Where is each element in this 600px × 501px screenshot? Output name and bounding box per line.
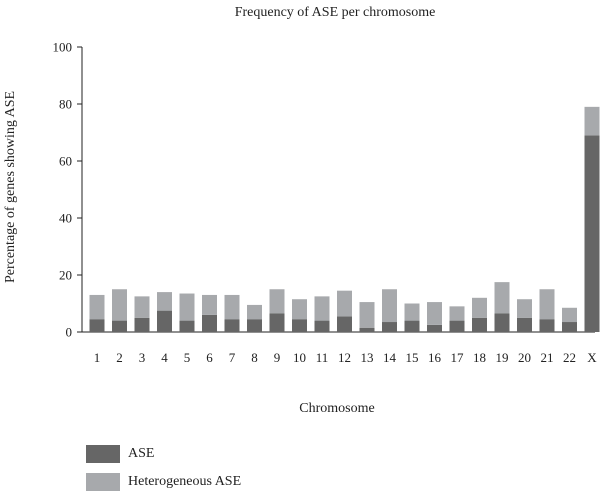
bar-heterogeneous-ase-5 xyxy=(179,293,195,321)
legend-item-heterogeneous-ase: Heterogeneous ASE xyxy=(86,473,241,491)
x-tick-label-22: 22 xyxy=(563,350,576,365)
x-tick-label-10: 10 xyxy=(293,350,306,365)
bar-heterogeneous-ase-X xyxy=(584,106,600,136)
bar-ase-4 xyxy=(157,310,172,332)
bar-ase-12 xyxy=(337,316,352,332)
bar-heterogeneous-ase-4 xyxy=(157,292,172,311)
y-tick-label: 0 xyxy=(66,325,73,340)
bar-heterogeneous-ase-10 xyxy=(292,299,307,320)
bar-heterogeneous-ase-8 xyxy=(247,304,262,320)
legend: ASE Heterogeneous ASE xyxy=(86,445,241,501)
x-tick-label-18: 18 xyxy=(473,350,486,365)
bar-heterogeneous-ase-16 xyxy=(427,302,442,325)
bar-heterogeneous-ase-15 xyxy=(404,303,420,321)
bar-ase-9 xyxy=(269,313,285,332)
legend-label-heterogeneous-ase: Heterogeneous ASE xyxy=(128,474,242,489)
bar-heterogeneous-ase-9 xyxy=(269,289,285,314)
bar-ase-11 xyxy=(314,320,330,332)
bar-ase-3 xyxy=(134,317,150,332)
y-tick-label: 100 xyxy=(53,40,73,55)
bar-ase-19 xyxy=(494,313,510,332)
bar-heterogeneous-ase-18 xyxy=(472,297,487,318)
x-tick-label-X: X xyxy=(587,350,597,365)
x-tick-label-3: 3 xyxy=(139,350,146,365)
bar-heterogeneous-ase-6 xyxy=(202,294,217,315)
bar-ase-14 xyxy=(382,322,397,332)
bar-ase-X xyxy=(584,135,600,332)
legend-swatch-ase xyxy=(86,445,120,463)
bar-heterogeneous-ase-11 xyxy=(314,296,330,321)
y-tick-labels: 0 20 40 60 80 100 xyxy=(53,40,82,340)
x-tick-label-9: 9 xyxy=(274,350,281,365)
x-tick-labels: 1 2 3 4 5 6 7 8 9 10 11 12 13 14 15 16 17 18 19 20 21 22 X xyxy=(94,350,598,365)
bar-heterogeneous-ase-3 xyxy=(134,296,150,318)
x-tick-label-11: 11 xyxy=(316,350,329,365)
y-axis-label: Percentage of genes showing ASE xyxy=(3,91,18,283)
y-tick-label: 80 xyxy=(59,97,72,112)
x-tick-label-12: 12 xyxy=(338,350,351,365)
axes xyxy=(81,47,595,333)
x-tick-label-16: 16 xyxy=(428,350,442,365)
x-tick-label-2: 2 xyxy=(116,350,123,365)
bar-heterogeneous-ase-20 xyxy=(517,299,532,318)
bars-group xyxy=(89,106,600,332)
legend-label-ase: ASE xyxy=(128,446,155,461)
bar-heterogeneous-ase-1 xyxy=(89,294,105,320)
x-axis-label: Chromosome xyxy=(299,401,374,416)
bar-ase-10 xyxy=(292,319,307,332)
bar-ase-15 xyxy=(404,320,420,332)
bar-heterogeneous-ase-2 xyxy=(112,289,127,321)
bar-heterogeneous-ase-13 xyxy=(359,302,375,328)
bar-ase-21 xyxy=(539,319,555,332)
x-tick-label-17: 17 xyxy=(451,350,465,365)
x-tick-label-5: 5 xyxy=(184,350,191,365)
x-tick-label-21: 21 xyxy=(541,350,554,365)
bar-heterogeneous-ase-22 xyxy=(562,307,577,323)
x-tick-label-4: 4 xyxy=(161,350,168,365)
bar-ase-8 xyxy=(247,319,262,332)
bar-heterogeneous-ase-7 xyxy=(224,294,240,320)
bar-ase-22 xyxy=(562,322,577,332)
bar-ase-17 xyxy=(449,320,465,332)
x-tick-label-20: 20 xyxy=(518,350,531,365)
bar-heterogeneous-ase-21 xyxy=(539,289,555,320)
bar-heterogeneous-ase-19 xyxy=(494,282,510,314)
x-tick-label-8: 8 xyxy=(251,350,258,365)
bar-heterogeneous-ase-17 xyxy=(449,306,465,321)
bar-ase-13 xyxy=(359,327,375,332)
bar-ase-1 xyxy=(89,319,105,332)
x-tick-label-7: 7 xyxy=(229,350,236,365)
y-tick-label: 20 xyxy=(59,268,72,283)
stacked-bar-chart: Frequency of ASE per chromosome Percenta… xyxy=(3,5,600,416)
x-tick-label-15: 15 xyxy=(406,350,419,365)
chart-title: Frequency of ASE per chromosome xyxy=(235,5,436,20)
legend-swatch-heterogeneous-ase xyxy=(86,473,120,491)
bar-ase-18 xyxy=(472,317,487,332)
x-tick-label-6: 6 xyxy=(206,350,213,365)
x-tick-label-14: 14 xyxy=(383,350,397,365)
x-tick-label-19: 19 xyxy=(496,350,509,365)
bar-ase-5 xyxy=(179,320,195,332)
legend-item-ase: ASE xyxy=(86,445,241,463)
x-tick-label-13: 13 xyxy=(361,350,374,365)
bar-ase-20 xyxy=(517,317,532,332)
bar-ase-6 xyxy=(202,314,217,332)
y-tick-label: 40 xyxy=(59,211,72,226)
bar-ase-2 xyxy=(112,320,127,332)
y-tick-label: 60 xyxy=(59,154,72,169)
bar-heterogeneous-ase-14 xyxy=(382,289,397,323)
x-tick-label-1: 1 xyxy=(94,350,101,365)
bar-heterogeneous-ase-12 xyxy=(337,290,352,317)
bar-ase-16 xyxy=(427,324,442,332)
bar-ase-7 xyxy=(224,319,240,332)
